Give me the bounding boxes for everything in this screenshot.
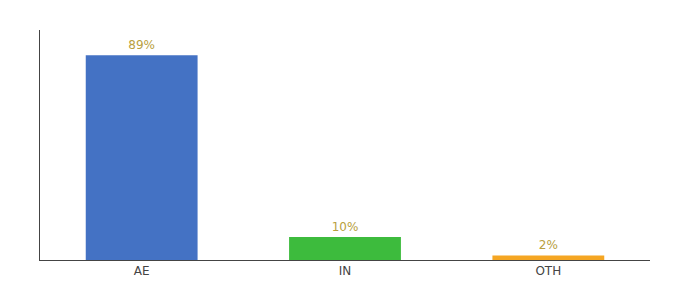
svg-text:89%: 89% — [128, 38, 155, 52]
svg-text:OTH: OTH — [535, 264, 561, 278]
svg-text:IN: IN — [339, 264, 352, 278]
svg-text:10%: 10% — [332, 220, 359, 234]
svg-text:2%: 2% — [539, 238, 558, 252]
svg-text:AE: AE — [134, 264, 150, 278]
